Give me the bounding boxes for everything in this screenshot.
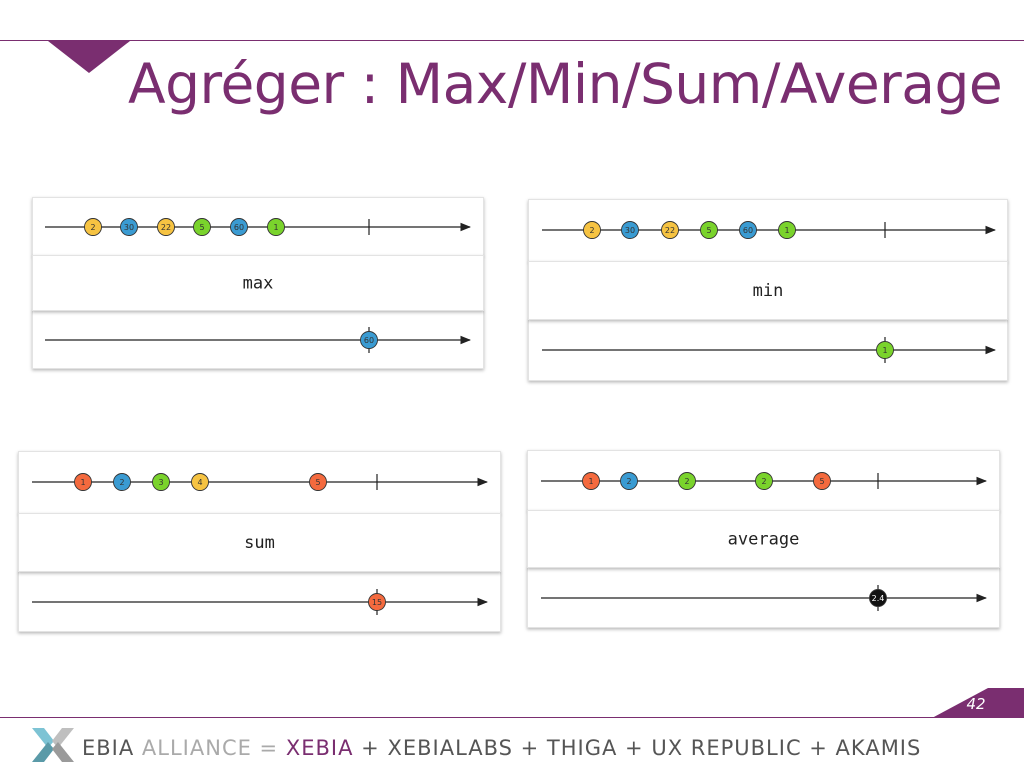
- input-marble-label: 2: [626, 477, 631, 486]
- input-marble-label: 4: [197, 478, 202, 487]
- footer-part-alliance: ALLIANCE =: [141, 736, 279, 760]
- footer-part-ebia: EBIA: [82, 736, 135, 760]
- operator-box: [527, 510, 1000, 568]
- output-marble-label: 15: [372, 598, 382, 607]
- operator-label: average: [728, 530, 800, 550]
- input-marble: 5: [309, 473, 327, 491]
- input-marble-label: 30: [124, 223, 134, 232]
- xebia-x-logo-icon: [32, 728, 74, 762]
- footer-text: EBIA ALLIANCE = XEBIA + XEBIALABS + THIG…: [82, 736, 921, 760]
- input-marble: 5: [193, 218, 211, 236]
- input-marble-label: 1: [784, 226, 789, 235]
- input-marble: 60: [739, 221, 757, 239]
- marble-diagram-max: max 2 30 22 5 60 1 60: [32, 197, 484, 369]
- input-marble-label: 1: [273, 223, 278, 232]
- input-marble: 1: [582, 472, 600, 490]
- input-marble-label: 2: [684, 477, 689, 486]
- min-panel: min 2 30 22 5 60 1 1: [528, 199, 1008, 381]
- output-marble-label: 60: [364, 336, 374, 345]
- input-marble: 22: [157, 218, 175, 236]
- page-number-badge: [932, 688, 1024, 718]
- input-marble: 30: [621, 221, 639, 239]
- input-marble: 2: [620, 472, 638, 490]
- input-marble: 2: [755, 472, 773, 490]
- footer-rule: [0, 717, 1024, 718]
- operator-box: [32, 255, 484, 311]
- input-marble-label: 5: [315, 478, 320, 487]
- output-marble: 60: [360, 327, 378, 353]
- input-marble: 1: [778, 221, 796, 239]
- output-marble: 2.4: [869, 585, 887, 611]
- input-marble-label: 5: [706, 226, 711, 235]
- max-panel: max 2 30 22 5 60 1 60: [32, 197, 484, 369]
- footer-part-partners: + XEBIALABS + THIGA + UX REPUBLIC + AKAM…: [361, 736, 922, 760]
- marble-diagram-average: average 1 2 2 2 5 2.4: [527, 450, 1000, 628]
- input-marble: 2: [583, 221, 601, 239]
- input-marble-label: 5: [199, 223, 204, 232]
- input-marble-label: 60: [743, 226, 753, 235]
- top-rule: [0, 40, 1024, 41]
- input-marble: 2: [84, 218, 102, 236]
- footer-part-xebia: XEBIA: [285, 736, 354, 760]
- output-marble: 15: [368, 589, 386, 615]
- output-marble-label: 2.4: [872, 594, 885, 603]
- output-marble-label: 1: [882, 346, 887, 355]
- input-marble: 1: [74, 473, 92, 491]
- input-marble-label: 60: [234, 223, 244, 232]
- input-marble-label: 2: [90, 223, 95, 232]
- input-marble-label: 1: [80, 478, 85, 487]
- operator-label: min: [753, 281, 784, 301]
- operator-label: max: [243, 274, 274, 294]
- input-marble: 5: [700, 221, 718, 239]
- sum-panel: sum 1 2 3 4 5 15: [18, 451, 501, 632]
- input-marble: 2: [678, 472, 696, 490]
- marble-diagram-sum: sum 1 2 3 4 5 15: [18, 451, 501, 632]
- input-marble: 60: [230, 218, 248, 236]
- input-marble-label: 30: [625, 226, 635, 235]
- marble-diagram-min: min 2 30 22 5 60 1 1: [528, 199, 1008, 381]
- operator-label: sum: [244, 533, 275, 553]
- input-marble: 2: [113, 473, 131, 491]
- slide-title: Agréger : Max/Min/Sum/Average: [128, 52, 1003, 116]
- input-marble: 4: [191, 473, 209, 491]
- input-marble-label: 2: [589, 226, 594, 235]
- input-marble-label: 1: [588, 477, 593, 486]
- average-panel: average 1 2 2 2 5 2.4: [527, 450, 1000, 628]
- input-marble-label: 3: [158, 478, 163, 487]
- input-marble: 1: [267, 218, 285, 236]
- input-marble-label: 2: [761, 477, 766, 486]
- operator-box: [18, 513, 501, 572]
- input-marble-label: 2: [119, 478, 124, 487]
- output-marble: 1: [876, 337, 894, 363]
- input-marble: 30: [120, 218, 138, 236]
- page-number: 42: [966, 695, 986, 713]
- operator-box: [528, 261, 1008, 320]
- input-marble-label: 5: [819, 477, 824, 486]
- input-marble-label: 22: [665, 226, 675, 235]
- input-marble: 3: [152, 473, 170, 491]
- input-marble: 22: [661, 221, 679, 239]
- input-marble: 5: [813, 472, 831, 490]
- corner-triangle-icon: [48, 41, 130, 73]
- input-marble-label: 22: [161, 223, 171, 232]
